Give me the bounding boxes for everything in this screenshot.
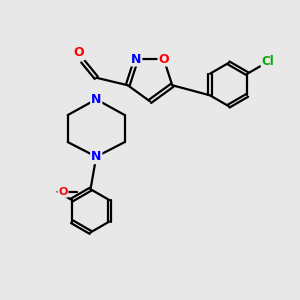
Text: Cl: Cl	[262, 55, 275, 68]
Text: O: O	[58, 187, 68, 197]
Text: N: N	[91, 93, 101, 106]
Text: N: N	[131, 52, 141, 66]
Text: O: O	[158, 52, 169, 66]
Text: N: N	[91, 150, 101, 163]
Text: O: O	[74, 46, 85, 59]
